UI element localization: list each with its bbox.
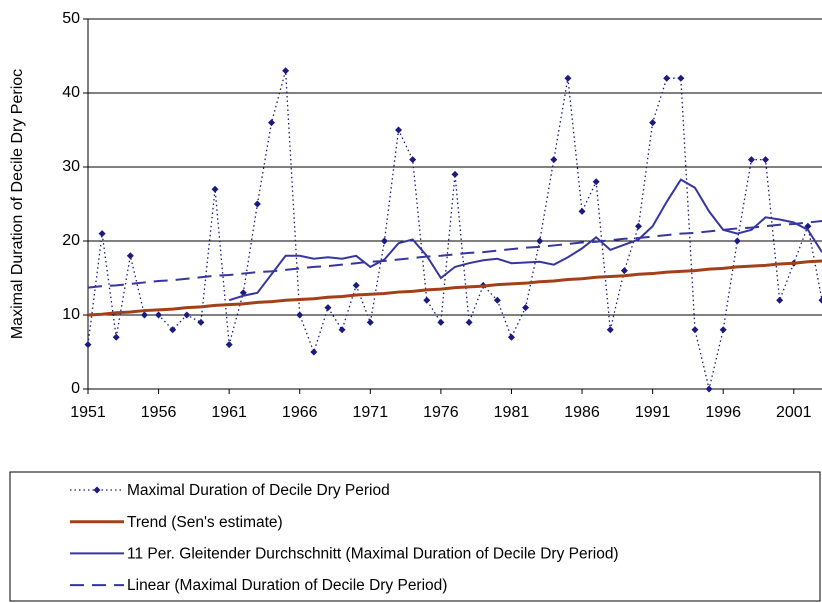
legend-label: 11 Per. Gleitender Durchschnitt (Maximal… (127, 545, 619, 562)
data-point (282, 67, 290, 75)
y-tick-label: 20 (62, 232, 80, 249)
x-tick-label: 1956 (141, 404, 177, 421)
series-line (87, 259, 822, 317)
x-tick-label: 1966 (282, 404, 318, 421)
data-point (493, 296, 501, 304)
data-point (409, 156, 417, 164)
data-point (818, 296, 822, 304)
data-point (84, 341, 92, 349)
series-line (228, 178, 822, 302)
data-point (705, 385, 713, 393)
x-tick-label: 1991 (635, 404, 671, 421)
y-tick-label: 50 (62, 10, 80, 27)
x-tick-label: 1981 (494, 404, 530, 421)
data-point (197, 318, 205, 326)
data-point (606, 326, 614, 334)
data-point (112, 333, 120, 341)
legend: Maximal Duration of Decile Dry Period Tre… (9, 471, 821, 602)
data-point (592, 178, 600, 186)
data-point (338, 326, 346, 334)
data-point (211, 185, 219, 193)
data-point (507, 333, 515, 341)
data-point (776, 296, 784, 304)
data-point (663, 74, 671, 82)
data-point (183, 311, 191, 319)
data-point (578, 207, 586, 215)
data-point (620, 267, 628, 275)
data-point (649, 119, 657, 127)
data-point (719, 326, 727, 334)
y-tick-label: 0 (71, 380, 80, 397)
data-point (169, 326, 177, 334)
data-point (451, 170, 459, 178)
x-tick-label: 1971 (353, 404, 389, 421)
y-axis-label: Maximal Duration of Decile Dry Perioc (9, 69, 26, 339)
x-tick-label: 2001 (776, 404, 812, 421)
data-point (380, 237, 388, 245)
y-tick-label: 40 (62, 84, 80, 101)
data-point (366, 318, 374, 326)
data-point (253, 200, 261, 208)
data-point (310, 348, 318, 356)
legend-label: Maximal Duration of Decile Dry Period (127, 482, 390, 499)
data-point (324, 304, 332, 312)
legend-marker (93, 486, 101, 494)
data-point (762, 156, 770, 164)
data-point (536, 237, 544, 245)
data-point (550, 156, 558, 164)
data-point (465, 318, 473, 326)
data-point (140, 311, 148, 319)
x-tick-label: 1996 (705, 404, 741, 421)
data-point (395, 126, 403, 134)
series-line (87, 70, 822, 390)
legend-label: Trend (Sen's estimate) (127, 514, 283, 531)
data-point (635, 222, 642, 230)
data-point (437, 318, 445, 326)
y-tick-label: 30 (62, 158, 80, 175)
data-point (268, 119, 275, 127)
x-tick-label: 1961 (211, 404, 247, 421)
x-tick-label: 1951 (70, 404, 106, 421)
data-point (155, 311, 163, 319)
legend-label: Linear (Maximal Duration of Decile Dry P… (127, 577, 447, 594)
data-point (733, 237, 741, 245)
x-tick-label: 1986 (564, 404, 600, 421)
legend-box (9, 471, 821, 602)
data-point (564, 74, 572, 82)
data-point (747, 156, 755, 164)
data-point (677, 74, 685, 82)
x-tick-label: 1976 (423, 404, 459, 421)
data-point (522, 304, 530, 312)
data-point (691, 326, 699, 334)
y-tick-label: 10 (62, 306, 80, 323)
data-point (296, 311, 304, 319)
data-point (225, 341, 233, 349)
data-point (126, 252, 134, 260)
data-point (98, 230, 106, 238)
series-line (87, 220, 822, 289)
data-point (423, 296, 431, 304)
data-point (352, 281, 360, 289)
